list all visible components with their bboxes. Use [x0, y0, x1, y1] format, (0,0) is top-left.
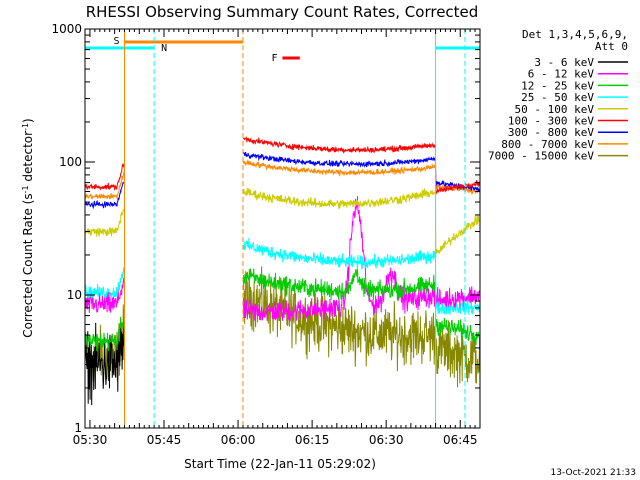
x-axis-label: Start Time (22-Jan-11 05:29:02) [184, 457, 376, 471]
y-tick-label: 10 [67, 288, 82, 302]
series-line-0 [84, 320, 125, 406]
y-axis-label-main: Corrected Count Rate (s [21, 193, 35, 337]
night-label: N [161, 43, 167, 54]
series-line-4 [84, 187, 481, 255]
legend-label: 100 - 300 keV [508, 115, 594, 128]
x-tick-label: 05:30 [73, 433, 108, 447]
x-tick-label: 05:45 [147, 433, 182, 447]
plot-frame [84, 28, 481, 429]
saa-label: S [113, 36, 119, 47]
legend-label: 25 - 50 keV [521, 91, 594, 104]
legend-label: 7000 - 15000 keV [488, 150, 594, 163]
legend-header-line-1: Det 1,3,4,5,6,9, [522, 28, 628, 41]
x-tick-label: 06:30 [369, 433, 404, 447]
y-axis-label-sup-2: -1 [21, 123, 30, 131]
series-layer [84, 135, 481, 406]
legend-label: 12 - 25 keV [521, 79, 594, 92]
x-tick-label: 06:00 [221, 433, 256, 447]
x-tick-label: 06:15 [295, 433, 330, 447]
legend-label: 50 - 100 keV [515, 103, 595, 116]
x-tick-label: 06:45 [443, 433, 478, 447]
legend-label: 800 - 7000 keV [501, 138, 594, 151]
legend-label: 3 - 6 keV [534, 56, 594, 69]
y-axis-label-sup-1: -1 [21, 185, 30, 193]
y-axis-label-mid: detector [21, 131, 35, 186]
y-tick-label: 100 [59, 155, 82, 169]
legend-header-line-2: Att 0 [595, 40, 628, 53]
legend-label: 6 - 12 keV [528, 68, 595, 81]
y-tick-label: 1000 [51, 22, 82, 36]
axis-layer: 1 10 100 1000 05:30 05:45 06:00 06:15 06:30 06:45 [51, 22, 481, 447]
series-line-2 [84, 268, 481, 353]
series-line-1 [84, 196, 481, 323]
y-axis-label: Corrected Count Rate (s-1 detector-1) [21, 118, 36, 337]
plot-area: S N F 1 10 100 1000 05:30 05:45 06:00 06:15 06:30 0… [51, 22, 481, 447]
y-axis-label-end: ) [21, 118, 35, 123]
flare-label: F [271, 53, 277, 64]
annotation-layer: S N F [85, 29, 480, 428]
chart-title: RHESSI Observing Summary Count Rates, Co… [86, 3, 479, 21]
series-line-5 [84, 135, 481, 195]
legend-label: 300 - 800 keV [508, 126, 594, 139]
footer-timestamp: 13-Oct-2021 21:33 [551, 468, 636, 478]
series-line-6 [84, 151, 481, 210]
y-tick-label: 1 [74, 421, 82, 435]
